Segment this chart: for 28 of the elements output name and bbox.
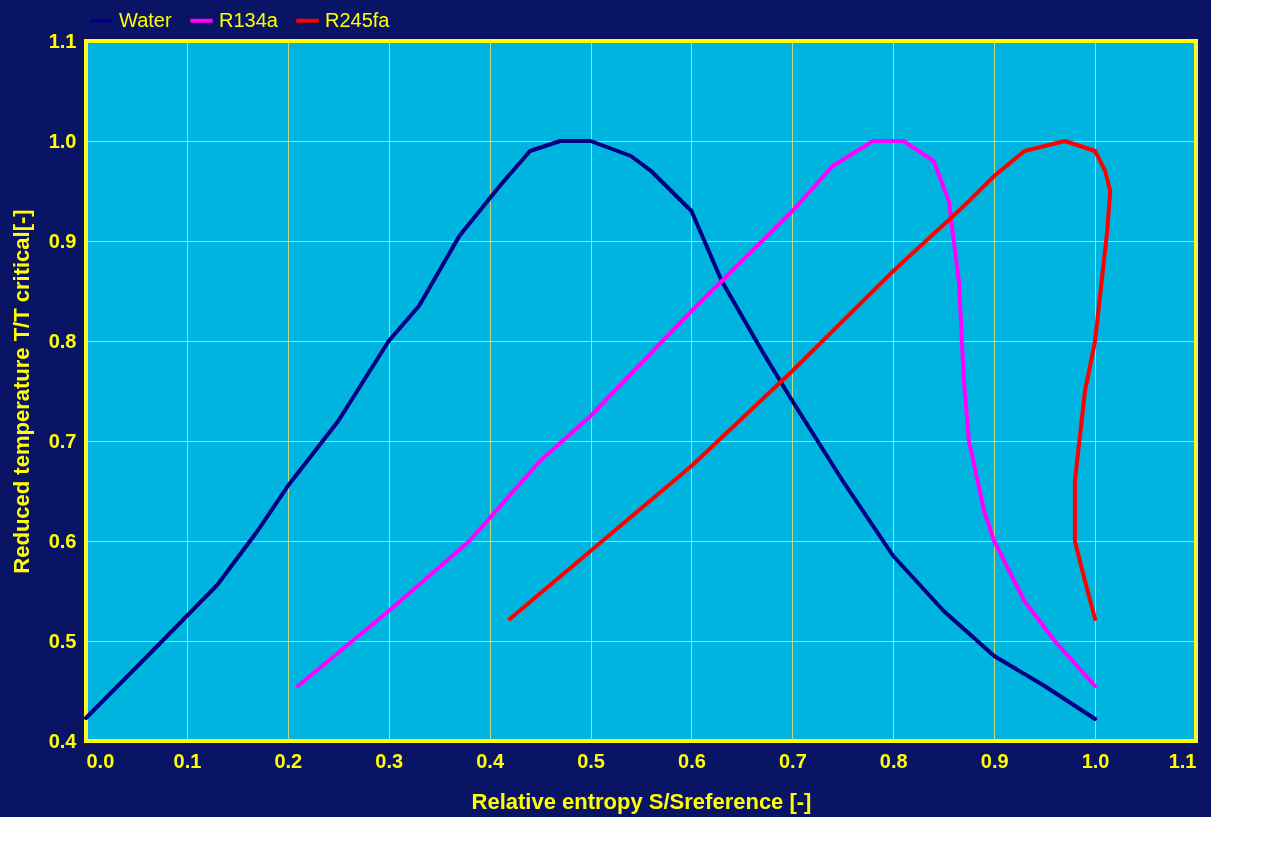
line-series xyxy=(507,139,1113,621)
y-axis-title: Reduced temperature T/T critical[-] xyxy=(8,209,34,574)
legend-label: R134a xyxy=(219,8,279,31)
y-tick-label: 0.5 xyxy=(48,629,77,652)
legend-label: Water xyxy=(119,8,172,31)
line-series xyxy=(84,139,1098,721)
x-axis-title: Relative entropy S/Sreference [-] xyxy=(471,788,812,814)
x-tick-label: 0.8 xyxy=(879,749,908,772)
x-tick-label: 0.2 xyxy=(274,749,303,772)
x-tick-label: 1.1 xyxy=(1168,749,1197,772)
x-tick-label: 0.9 xyxy=(980,749,1009,772)
x-tick-label: 0.3 xyxy=(375,749,404,772)
y-tick-label: 0.7 xyxy=(48,429,77,452)
y-tick-label: 1.1 xyxy=(48,29,77,52)
x-tick-label: 0.5 xyxy=(577,749,605,772)
line-series xyxy=(295,139,1098,688)
y-tick-label: 0.8 xyxy=(48,329,77,352)
y-tick-label: 0.6 xyxy=(48,529,77,552)
x-tick-label: 1.0 xyxy=(1081,749,1110,772)
y-tick-label: 0.9 xyxy=(48,229,77,252)
x-tick-label: 0.7 xyxy=(778,749,807,772)
x-tick-label: 0.1 xyxy=(173,749,202,772)
x-tick-label: 0.0 xyxy=(86,749,115,772)
y-tick-label: 0.4 xyxy=(48,729,78,752)
x-tick-label: 0.6 xyxy=(678,749,706,772)
x-tick-label: 0.4 xyxy=(476,749,505,772)
y-tick-label: 1.0 xyxy=(48,129,77,152)
legend-label: R245fa xyxy=(325,8,391,31)
